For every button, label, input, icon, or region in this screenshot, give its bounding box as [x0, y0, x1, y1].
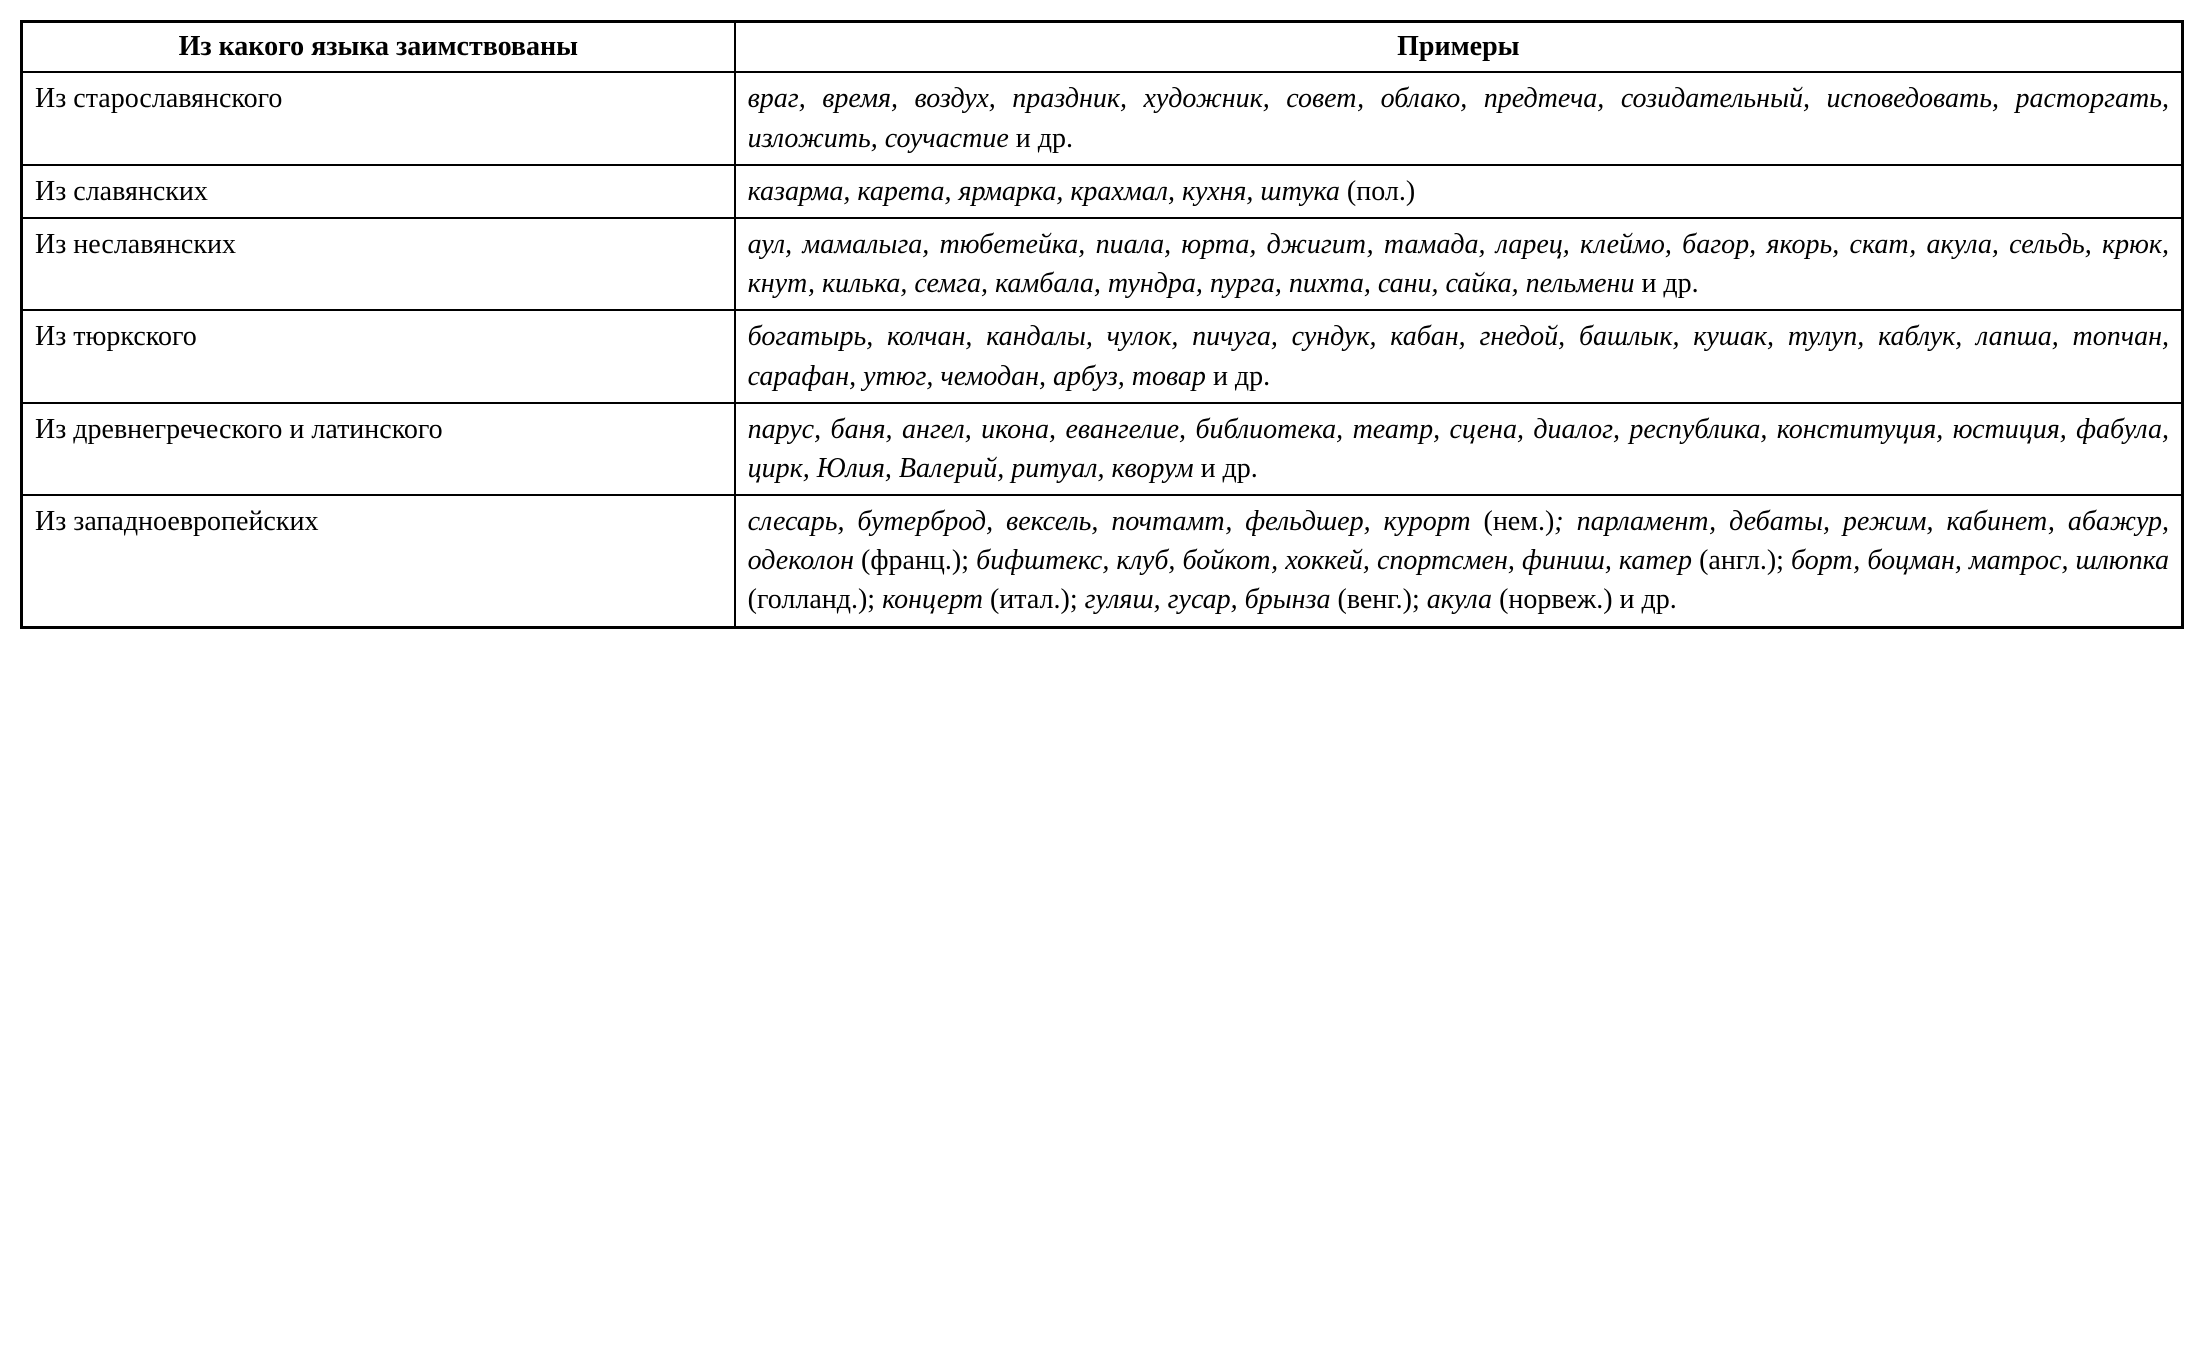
example-suffix: и др.: [1009, 123, 1073, 154]
source-language-cell: Из тюркского: [22, 310, 735, 402]
source-language-cell: Из древнегреческого и латинского: [22, 403, 735, 495]
source-language-cell: Из неславянских: [22, 218, 735, 310]
example-suffix: и др.: [1206, 361, 1270, 392]
examples-cell: слесарь, бутерброд, вексель, почтамт, фе…: [735, 495, 2183, 627]
examples-cell: парус, баня, ангел, икона, евангелие, би…: [735, 403, 2183, 495]
examples-cell: враг, время, воздух, праздник, художник,…: [735, 72, 2183, 164]
example-words: концерт: [882, 584, 983, 615]
example-note: (норвеж.) и др.: [1492, 584, 1677, 615]
example-words: гуляш, гусар, брынза: [1085, 584, 1331, 615]
example-words: аул, мамалыга, тюбетейка, пиала, юрта, д…: [748, 229, 2169, 299]
example-note: (венг.);: [1331, 584, 1427, 615]
example-words: акула: [1427, 584, 1492, 615]
table-header-row: Из какого языка заимствованы Примеры: [22, 22, 2183, 73]
examples-cell: богатырь, колчан, кандалы, чулок, пичуга…: [735, 310, 2183, 402]
source-language-cell: Из западноевропейских: [22, 495, 735, 627]
table-body: Из старославянскоговраг, время, воздух, …: [22, 72, 2183, 627]
table-row: Из западноевропейских слесарь, бутерброд,…: [22, 495, 2183, 627]
example-suffix: и др.: [1634, 268, 1698, 299]
example-words: казарма, карета, ярмарка, крахмал, кухня…: [748, 176, 1340, 207]
example-words: враг, время, воздух, праздник, художник,…: [748, 83, 2169, 153]
source-language-cell: Из старославянского: [22, 72, 735, 164]
example-note: (голланд.);: [748, 584, 882, 615]
loanwords-table: Из какого языка заимствованы Примеры Из …: [20, 20, 2184, 629]
example-suffix: (пол.): [1340, 176, 1415, 207]
example-note: (англ.);: [1692, 545, 1791, 576]
example-words: парус, баня, ангел, икона, евангелие, би…: [748, 414, 2169, 484]
example-words: бифштекс, клуб, бойкот, хоккей, спортсме…: [976, 545, 1692, 576]
example-words: борт, боцман, матрос, шлюпка: [1791, 545, 2169, 576]
header-examples: Примеры: [735, 22, 2183, 73]
table-row: Из неславянскихаул, мамалыга, тюбетейка,…: [22, 218, 2183, 310]
table-row: Из тюркскогобогатырь, колчан, кандалы, ч…: [22, 310, 2183, 402]
example-suffix: и др.: [1194, 453, 1258, 484]
example-note: (итал.);: [983, 584, 1085, 615]
table-row: Из старославянскоговраг, время, воздух, …: [22, 72, 2183, 164]
example-note: (нем.): [1471, 506, 1555, 537]
source-language-cell: Из славянских: [22, 165, 735, 218]
example-words: слесарь, бутерброд, вексель, почтамт, фе…: [748, 506, 1471, 537]
table-row: Из славянских казарма, карета, ярмарка, к…: [22, 165, 2183, 218]
examples-cell: казарма, карета, ярмарка, крахмал, кухня…: [735, 165, 2183, 218]
header-source-language: Из какого языка заимствованы: [22, 22, 735, 73]
example-note: (франц.);: [854, 545, 976, 576]
example-words: богатырь, колчан, кандалы, чулок, пичуга…: [748, 321, 2169, 391]
examples-cell: аул, мамалыга, тюбетейка, пиала, юрта, д…: [735, 218, 2183, 310]
table-row: Из древнегреческого и латинскогопарус, б…: [22, 403, 2183, 495]
